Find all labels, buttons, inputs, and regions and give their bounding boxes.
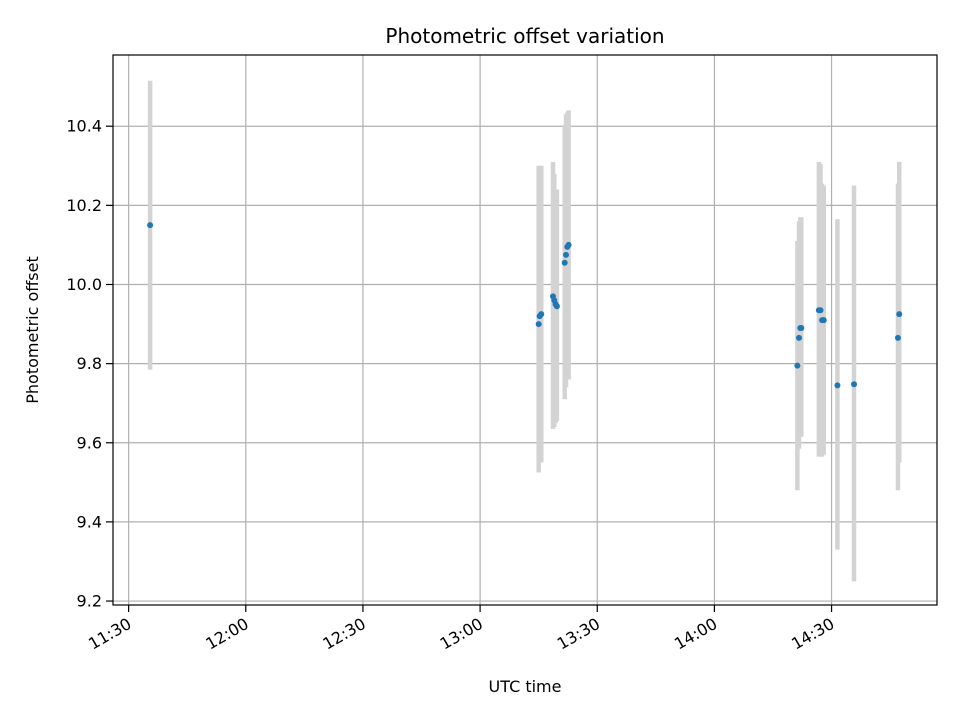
data-point xyxy=(563,251,570,258)
data-point xyxy=(834,382,841,389)
y-tick-label: 9.2 xyxy=(77,592,102,611)
data-point xyxy=(820,317,827,324)
x-tick-label: 12:30 xyxy=(320,614,369,654)
data-point xyxy=(565,241,572,248)
x-tick-label: 14:00 xyxy=(671,614,720,654)
data-point xyxy=(538,311,545,318)
error-bars xyxy=(147,80,902,582)
y-tick-label: 10.0 xyxy=(66,275,102,294)
plot-frame xyxy=(112,54,938,606)
data-point xyxy=(796,334,803,341)
y-tick-label: 9.6 xyxy=(77,433,102,452)
chart-title: Photometric offset variation xyxy=(385,24,664,48)
data-point xyxy=(794,362,801,369)
data-point xyxy=(798,325,805,332)
data-point xyxy=(147,222,154,229)
grid xyxy=(113,55,937,605)
data-point xyxy=(851,381,858,388)
x-tick-label: 12:00 xyxy=(202,614,251,654)
x-tick-label: 14:30 xyxy=(788,614,837,654)
y-tick-label: 10.2 xyxy=(66,196,102,215)
y-tick-label: 9.8 xyxy=(77,354,102,373)
data-points xyxy=(147,222,903,389)
data-point xyxy=(561,259,568,266)
x-tick-label: 11:30 xyxy=(85,614,134,654)
x-axis-label: UTC time xyxy=(489,677,562,696)
y-tick-label: 10.4 xyxy=(66,117,102,136)
axis-ticks: 11:30 12:00 12:30 13:00 13:30 14:00 14:30 9.2 9.… xyxy=(66,117,837,654)
data-point xyxy=(535,321,542,328)
x-tick-label: 13:30 xyxy=(554,614,603,654)
data-point xyxy=(553,303,560,310)
data-point xyxy=(817,307,824,314)
data-point xyxy=(896,311,903,318)
y-tick-label: 9.4 xyxy=(77,512,102,531)
data-point xyxy=(894,334,901,341)
x-tick-label: 13:00 xyxy=(437,614,486,654)
y-axis-label: Photometric offset xyxy=(23,256,42,404)
